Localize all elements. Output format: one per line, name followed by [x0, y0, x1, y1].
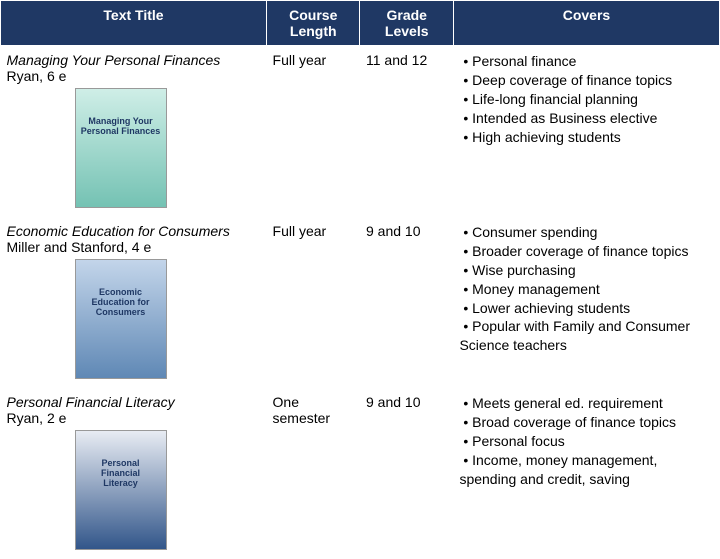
textbook-table: Text Title Course Length Grade Levels Co…	[0, 0, 720, 559]
col-header-covers: Covers	[453, 1, 719, 46]
course-length: Full year	[267, 217, 360, 388]
text-author: Miller and Stanford, 4 e	[7, 239, 261, 255]
covers-list: • Meets general ed. requirement • Broad …	[459, 394, 713, 488]
book-cover-icon	[75, 88, 167, 208]
book-cover-icon	[75, 430, 167, 550]
text-title: Personal Financial Literacy	[7, 394, 261, 410]
col-header-title: Text Title	[1, 1, 267, 46]
table-row: Managing Your Personal Finances Ryan, 6 …	[1, 46, 720, 218]
grade-levels: 9 and 10	[360, 388, 453, 559]
text-author: Ryan, 6 e	[7, 68, 261, 84]
table-row: Personal Financial Literacy Ryan, 2 e On…	[1, 388, 720, 559]
grade-levels: 11 and 12	[360, 46, 453, 218]
text-title: Managing Your Personal Finances	[7, 52, 261, 68]
col-header-length: Course Length	[267, 1, 360, 46]
text-author: Ryan, 2 e	[7, 410, 261, 426]
covers-list: • Personal finance • Deep coverage of fi…	[459, 52, 713, 146]
grade-levels: 9 and 10	[360, 217, 453, 388]
covers-list: • Consumer spending • Broader coverage o…	[459, 223, 713, 355]
course-length: Full year	[267, 46, 360, 218]
text-title: Economic Education for Consumers	[7, 223, 261, 239]
table-header-row: Text Title Course Length Grade Levels Co…	[1, 1, 720, 46]
table-row: Economic Education for Consumers Miller …	[1, 217, 720, 388]
book-cover-icon	[75, 259, 167, 379]
col-header-grades: Grade Levels	[360, 1, 453, 46]
course-length: One semester	[267, 388, 360, 559]
